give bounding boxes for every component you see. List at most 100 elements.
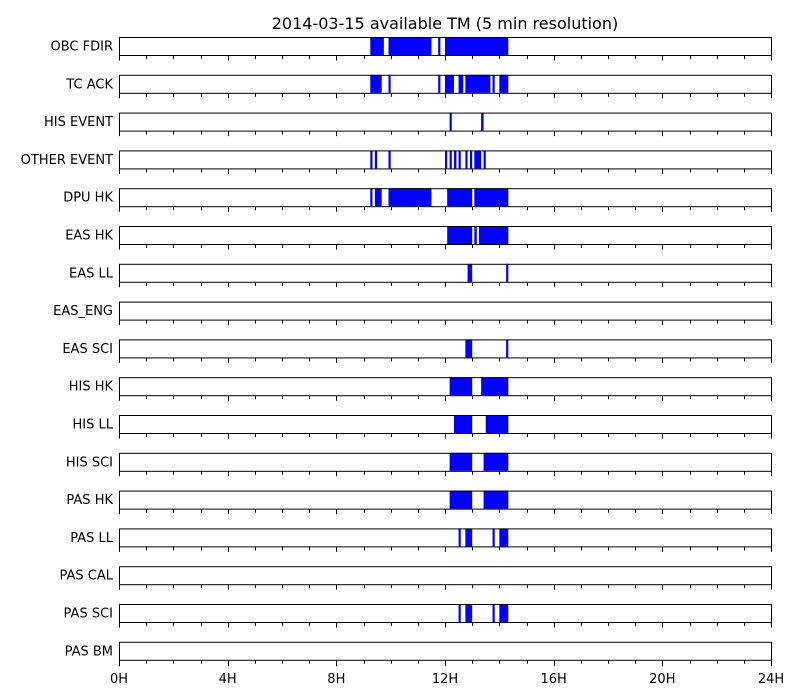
row-frame	[119, 188, 772, 208]
availability-bar	[458, 528, 461, 547]
availability-bar	[449, 150, 452, 169]
row-label: EAS_ENG	[53, 304, 113, 319]
availability-bar	[465, 150, 468, 169]
availability-bar	[447, 188, 473, 207]
row-label: PAS LL	[70, 531, 114, 546]
timeline-row: EAS_ENG	[53, 301, 772, 326]
row-label: PAS SCI	[64, 607, 113, 622]
x-tick-label: 24H	[758, 672, 784, 687]
row-frame	[119, 112, 772, 132]
row-frame	[119, 452, 772, 472]
timeline-row: PAS LL	[70, 528, 772, 552]
availability-bar	[465, 74, 491, 93]
row-label: DPU HK	[63, 191, 113, 206]
availability-bar	[467, 263, 473, 282]
availability-bar	[499, 604, 509, 622]
availability-bar	[483, 452, 509, 471]
timeline-row: DPU HK	[63, 188, 772, 212]
availability-bar	[483, 150, 486, 169]
availability-bar	[388, 74, 391, 93]
availability-bar	[474, 150, 482, 169]
availability-bar	[449, 377, 473, 396]
row-frame	[119, 604, 772, 623]
availability-bar	[370, 150, 373, 169]
availability-bar	[492, 604, 495, 622]
row-frame	[119, 566, 772, 586]
availability-bar	[481, 377, 509, 396]
row-frame	[119, 263, 772, 283]
row-frame	[119, 226, 772, 245]
rows-layer: OBC FDIR TC ACK HIS EVENT OTHER EVENT DPU HK…	[21, 37, 772, 667]
row-label: HIS EVENT	[44, 115, 113, 130]
row-label: HIS SCI	[66, 455, 113, 470]
timeline-row: HIS LL	[73, 415, 772, 439]
x-axis: 0H 4H 8H 12H 16H 20H 24H	[110, 672, 784, 687]
availability-bar	[370, 74, 382, 93]
row-label: PAS BM	[65, 644, 113, 659]
row-label: PAS CAL	[60, 569, 114, 584]
availability-bar	[370, 188, 373, 207]
availability-bar	[499, 74, 509, 93]
availability-bar	[458, 150, 461, 169]
availability-bar	[388, 188, 432, 207]
timeline-row: HIS EVENT	[44, 112, 772, 137]
row-label: TC ACK	[65, 77, 113, 92]
availability-bar	[449, 112, 452, 131]
x-tick-label: 16H	[541, 672, 567, 687]
timeline-row: PAS CAL	[60, 566, 772, 590]
row-label: EAS HK	[65, 229, 113, 244]
availability-bar	[388, 150, 391, 169]
availability-bar	[469, 150, 473, 169]
availability-bar	[449, 490, 473, 509]
row-label: EAS SCI	[62, 342, 113, 357]
availability-bar	[438, 37, 441, 55]
availability-bar	[449, 452, 473, 471]
row-frame	[119, 641, 772, 661]
row-label: OBC FDIR	[51, 40, 114, 55]
timeline-row: EAS SCI	[62, 339, 772, 363]
availability-bar	[474, 188, 509, 207]
row-frame	[119, 528, 772, 548]
availability-bar	[388, 37, 432, 55]
availability-bar	[483, 490, 509, 509]
availability-bar	[474, 226, 477, 244]
availability-bar	[465, 528, 473, 547]
chart-title: 2014-03-15 available TM (5 min resolutio…	[272, 14, 618, 33]
row-frame	[119, 377, 772, 397]
row-frame	[119, 301, 772, 321]
availability-bar	[485, 415, 509, 433]
timeline-row: PAS SCI	[64, 604, 772, 628]
x-tick-label: 8H	[327, 672, 345, 687]
row-frame	[119, 339, 772, 359]
timeline-row: PAS HK	[66, 490, 772, 515]
availability-bar	[447, 226, 473, 244]
availability-bar	[458, 604, 461, 622]
timeline-row: EAS HK	[65, 226, 772, 250]
x-tick-label: 0H	[110, 672, 128, 687]
timeline-row: OBC FDIR	[51, 37, 772, 61]
availability-bar	[499, 528, 509, 547]
timeline-row: PAS BM	[65, 641, 772, 667]
availability-bar	[453, 150, 457, 169]
availability-bar	[506, 339, 509, 358]
timeline-row: OTHER EVENT	[21, 150, 772, 174]
availability-bar	[438, 74, 441, 93]
availability-bar	[465, 339, 473, 358]
timeline-row: HIS SCI	[66, 452, 772, 477]
x-tick-label: 12H	[432, 672, 458, 687]
availability-bar	[458, 74, 464, 93]
availability-bar	[445, 150, 448, 169]
availability-bar	[492, 528, 495, 547]
availability-bar	[465, 604, 473, 622]
timeline-row: TC ACK	[65, 74, 772, 99]
availability-bar	[478, 226, 509, 244]
x-tick-label: 20H	[649, 672, 675, 687]
row-label: OTHER EVENT	[21, 153, 113, 168]
row-label: EAS LL	[69, 266, 114, 281]
timeline-row: EAS LL	[69, 263, 772, 288]
availability-bar	[481, 112, 484, 131]
row-label: HIS LL	[73, 418, 114, 433]
availability-bar	[492, 74, 495, 93]
row-frame	[119, 490, 772, 510]
